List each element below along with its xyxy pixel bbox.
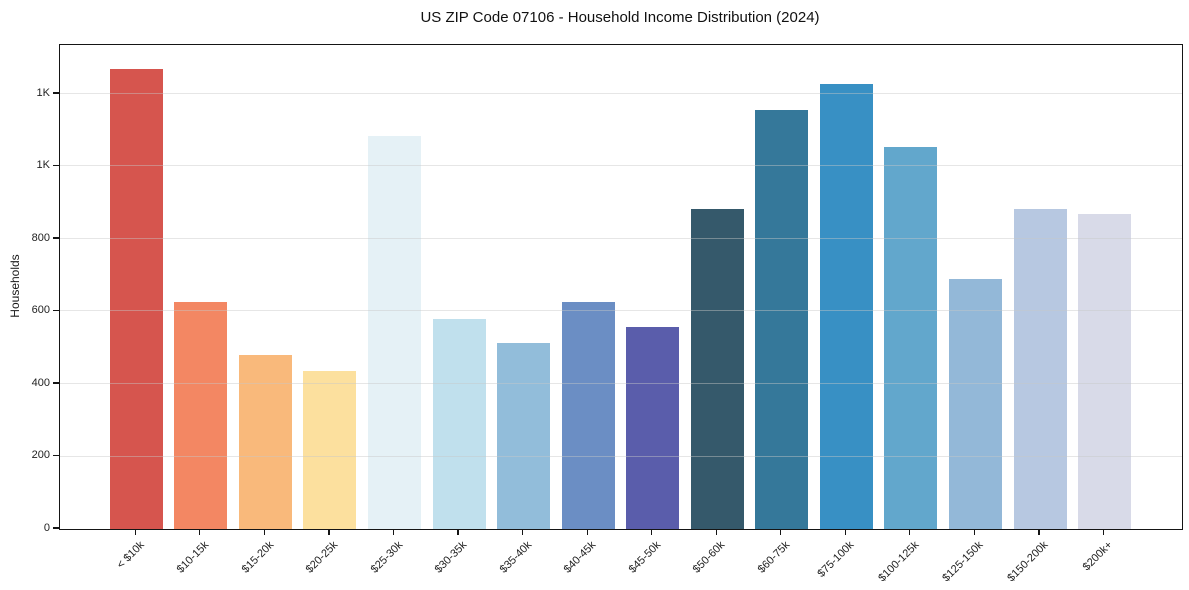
bar-$200k+ (1078, 214, 1132, 529)
bar-$50-60k (690, 209, 744, 529)
bar-$150-200k (1013, 209, 1067, 529)
gridline-400 (60, 382, 1182, 384)
x-tick-mark (909, 529, 911, 535)
y-tick-label-0: 0 (43, 522, 50, 534)
x-tick-mark (263, 529, 265, 535)
y-tick-mark (53, 527, 59, 529)
y-tick-mark (53, 309, 59, 312)
x-tick-label-$15-20k: $15-20k (239, 539, 276, 576)
plot-area (59, 44, 1183, 530)
x-tick-label-$40-45k: $40-45k (562, 539, 599, 576)
x-tick-label-$10-15k: $10-15k (174, 539, 212, 576)
x-tick-mark (457, 529, 459, 535)
bar-$60-75k (755, 109, 809, 529)
y-tick-mark (53, 454, 59, 457)
y-tick-label-1K: 1K (36, 159, 50, 172)
x-tick-mark (1038, 529, 1040, 535)
bar-$100-125k (884, 147, 938, 529)
x-tick-mark (844, 529, 846, 535)
bar-$35-40k (497, 343, 551, 529)
x-tick-mark (522, 529, 524, 535)
y-tick-mark (53, 164, 59, 167)
x-tick-mark (1102, 529, 1105, 535)
gridline-1000 (60, 165, 1182, 167)
x-tick-label-$30-35k: $30-35k (432, 539, 470, 576)
x-tick-label-$150-200k: $150-200k (1005, 539, 1051, 585)
bar-$15-20k (238, 354, 292, 529)
bar-$75-100k (819, 83, 873, 529)
x-tick-label-$20-25k: $20-25k (303, 539, 341, 576)
bar-$25-30k (368, 136, 421, 529)
chart-title: US ZIP Code 07106 - Household Income Dis… (420, 9, 820, 26)
y-tick-mark (53, 92, 59, 94)
bar-$30-35k (432, 319, 486, 529)
y-tick-label-800: 800 (31, 231, 50, 244)
gridline-600 (60, 310, 1182, 312)
y-axis-label: Households (8, 254, 22, 318)
y-tick-mark (53, 382, 59, 384)
x-tick-label-$60-75k: $60-75k (755, 539, 793, 576)
x-tick-mark (392, 529, 395, 535)
y-tick-label-200: 200 (31, 449, 50, 462)
gridline-800 (60, 237, 1182, 239)
x-tick-mark (973, 529, 976, 535)
x-tick-label-$200k+: $200k+ (1080, 539, 1116, 574)
x-tick-label-$75-100k: $75-100k (815, 539, 857, 580)
x-tick-mark (328, 529, 330, 535)
x-tick-label-$125-150k: $125-150k (940, 539, 986, 585)
bar-$10-15k (174, 302, 228, 529)
y-tick-label-600: 600 (31, 304, 50, 317)
x-tick-mark (780, 529, 782, 535)
y-tick-label-1K: 1K (36, 86, 50, 99)
bar-$125-150k (948, 279, 1002, 529)
bar-$45-50k (626, 327, 680, 529)
x-tick-mark (715, 529, 717, 535)
x-tick-mark (651, 529, 653, 535)
x-tick-label-< $10k: < $10k (114, 539, 147, 572)
x-tick-mark (134, 529, 136, 535)
y-tick-label-400: 400 (31, 376, 50, 389)
bar-$20-25k (303, 370, 357, 529)
bar-< $10k (109, 68, 163, 529)
x-tick-label-$25-30k: $25-30k (368, 539, 405, 576)
x-tick-mark (199, 529, 201, 535)
x-tick-label-$35-40k: $35-40k (497, 539, 535, 576)
bar-$40-45k (561, 301, 615, 529)
y-tick-mark (53, 237, 59, 239)
x-tick-mark (586, 529, 588, 535)
gridline-1200 (60, 92, 1182, 94)
gridline-200 (60, 455, 1182, 457)
x-tick-label-$50-60k: $50-60k (691, 539, 728, 576)
x-tick-label-$100-125k: $100-125k (876, 539, 922, 585)
x-tick-label-$45-50k: $45-50k (626, 539, 664, 576)
